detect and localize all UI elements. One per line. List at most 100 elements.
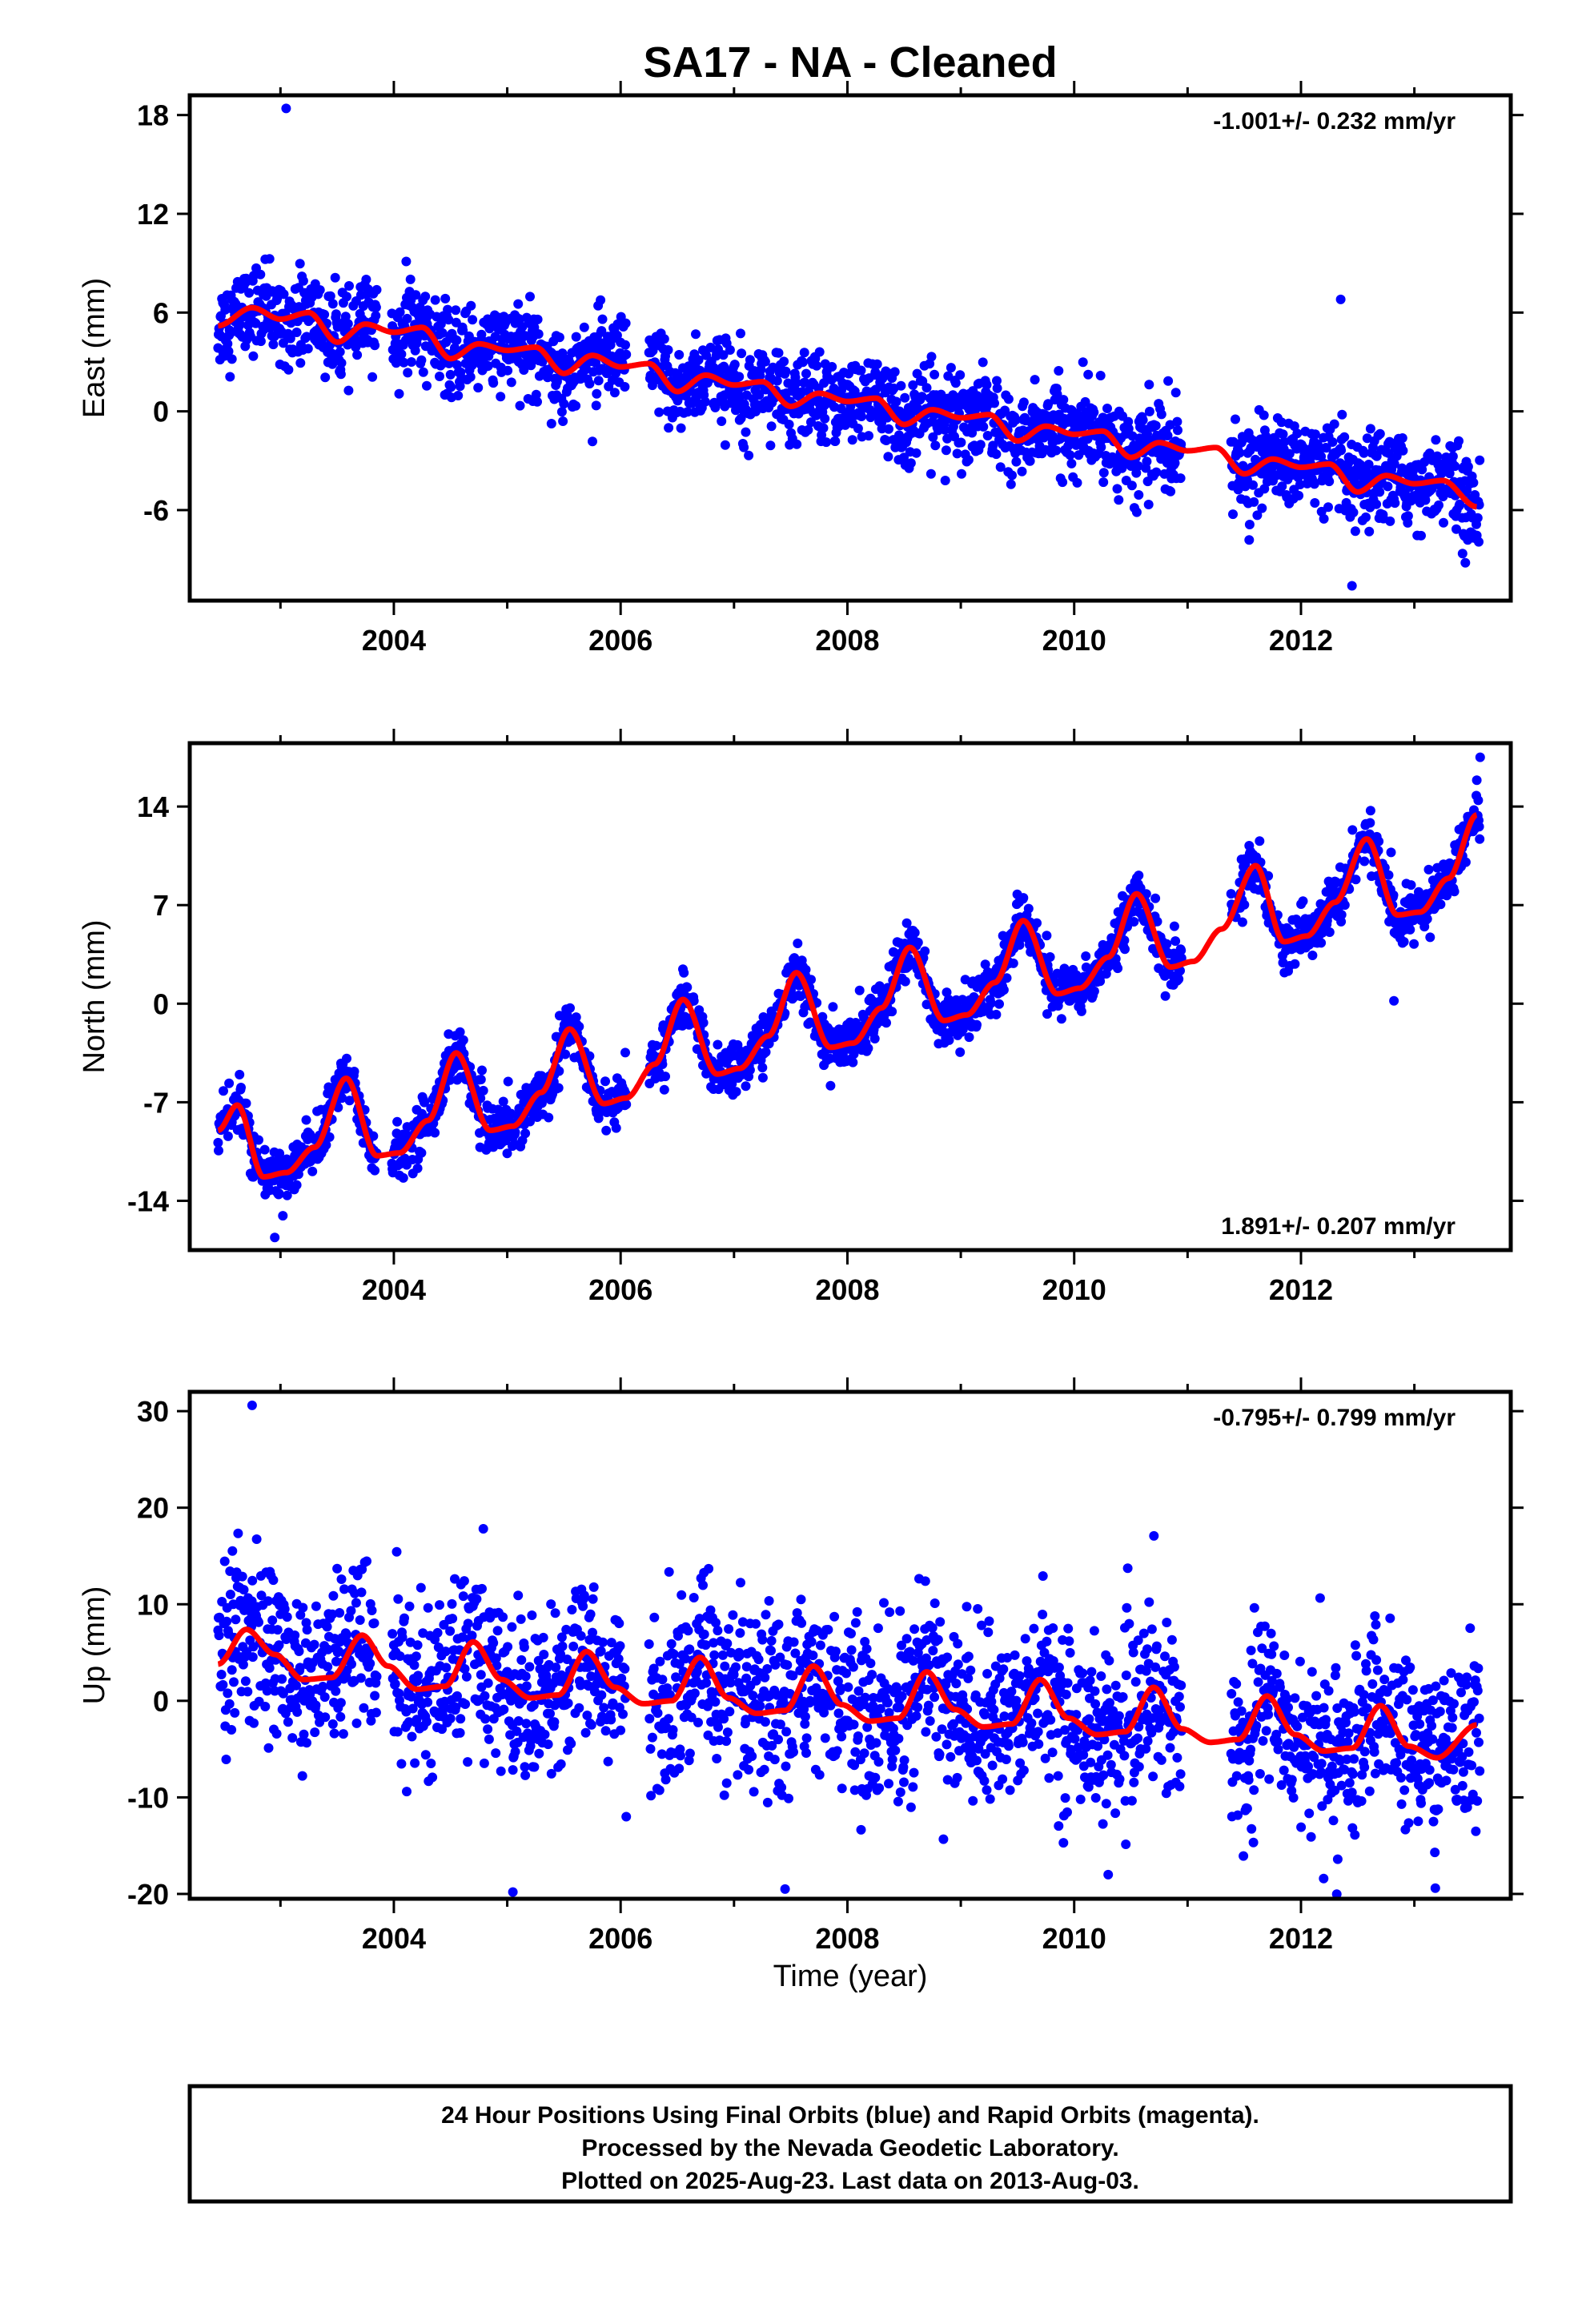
data-point: [423, 1697, 433, 1707]
data-point: [371, 1707, 381, 1718]
data-point: [1403, 511, 1413, 521]
data-point: [455, 1727, 465, 1738]
data-point: [309, 1639, 319, 1650]
data-point: [327, 299, 338, 309]
data-point: [1248, 480, 1258, 490]
data-point: [395, 1651, 405, 1661]
data-point: [940, 476, 950, 485]
data-point: [779, 356, 789, 367]
data-point: [396, 349, 407, 360]
data-point: [330, 272, 340, 283]
data-point: [336, 1574, 347, 1584]
data-point: [571, 400, 581, 411]
data-point: [1463, 461, 1473, 472]
data-point: [239, 1585, 249, 1595]
data-point: [458, 1591, 468, 1602]
data-point: [801, 964, 811, 975]
data-point: [1018, 397, 1029, 408]
data-point: [1449, 887, 1460, 897]
data-point: [1329, 419, 1339, 429]
data-point: [221, 1755, 231, 1764]
data-point: [1474, 537, 1484, 547]
data-point: [283, 1717, 293, 1727]
data-point: [297, 1771, 307, 1781]
data-point: [957, 468, 966, 479]
data-point: [1045, 952, 1055, 962]
data-point: [459, 1576, 469, 1586]
data-point: [460, 1699, 471, 1709]
data-point: [477, 1583, 487, 1594]
data-point: [422, 1716, 432, 1727]
data-point: [268, 340, 279, 350]
data-point: [814, 347, 825, 357]
data-point: [741, 1081, 751, 1092]
data-point: [1134, 870, 1144, 881]
data-point: [447, 1598, 457, 1609]
data-point: [1142, 456, 1152, 467]
data-point: [574, 1021, 584, 1031]
data-point: [458, 1035, 468, 1045]
data-point: [277, 1674, 287, 1684]
data-point: [1017, 466, 1027, 476]
data-point: [571, 1012, 581, 1023]
data-point: [908, 380, 918, 390]
data-point: [401, 256, 412, 267]
data-point: [408, 1703, 418, 1714]
data-point: [620, 1047, 630, 1058]
data-point: [872, 359, 882, 369]
data-point: [621, 1100, 632, 1110]
data-point: [682, 982, 693, 992]
data-point: [450, 1574, 460, 1584]
data-point: [533, 329, 544, 340]
data-point: [344, 1096, 355, 1106]
data-point: [691, 329, 701, 340]
data-point: [499, 1704, 509, 1715]
data-point: [975, 440, 986, 450]
data-point: [476, 1670, 486, 1680]
data-point: [1006, 479, 1016, 489]
data-point: [584, 379, 595, 389]
data-point: [412, 1715, 422, 1725]
data-point: [579, 322, 589, 332]
data-point: [1072, 477, 1082, 488]
data-point: [963, 455, 974, 465]
data-point: [227, 1546, 238, 1556]
data-point: [367, 1606, 377, 1615]
data-point: [591, 400, 601, 411]
data-point: [263, 1596, 273, 1606]
data-point: [332, 1563, 343, 1574]
data-point: [410, 1758, 420, 1768]
data-point: [435, 1600, 444, 1610]
data-point: [399, 357, 409, 368]
data-point: [240, 1676, 251, 1687]
data-point: [1422, 914, 1432, 924]
data-point: [734, 372, 745, 382]
x-tick-label: 2004: [362, 1273, 426, 1306]
y-tick-label: -6: [143, 494, 169, 527]
data-point: [370, 340, 380, 351]
data-point: [272, 1625, 283, 1635]
data-point: [355, 1615, 365, 1625]
data-point: [739, 442, 749, 452]
data-point: [881, 1018, 891, 1028]
data-point: [390, 1679, 400, 1689]
data-point: [1472, 775, 1482, 786]
data-point: [1131, 507, 1142, 517]
data-point: [600, 1076, 610, 1087]
data-point: [991, 449, 1002, 460]
data-point: [682, 407, 693, 417]
data-point: [225, 372, 235, 382]
data-point: [1323, 502, 1333, 513]
data-point: [370, 1165, 380, 1176]
data-point: [1447, 451, 1458, 461]
data-point: [1384, 436, 1395, 447]
data-point: [366, 1715, 376, 1726]
data-point: [806, 975, 816, 985]
data-point: [260, 1678, 271, 1688]
data-point: [278, 1688, 288, 1699]
data-point: [260, 1702, 271, 1711]
data-point: [1375, 428, 1385, 439]
data-point: [349, 1067, 359, 1076]
data-point: [1113, 963, 1123, 974]
